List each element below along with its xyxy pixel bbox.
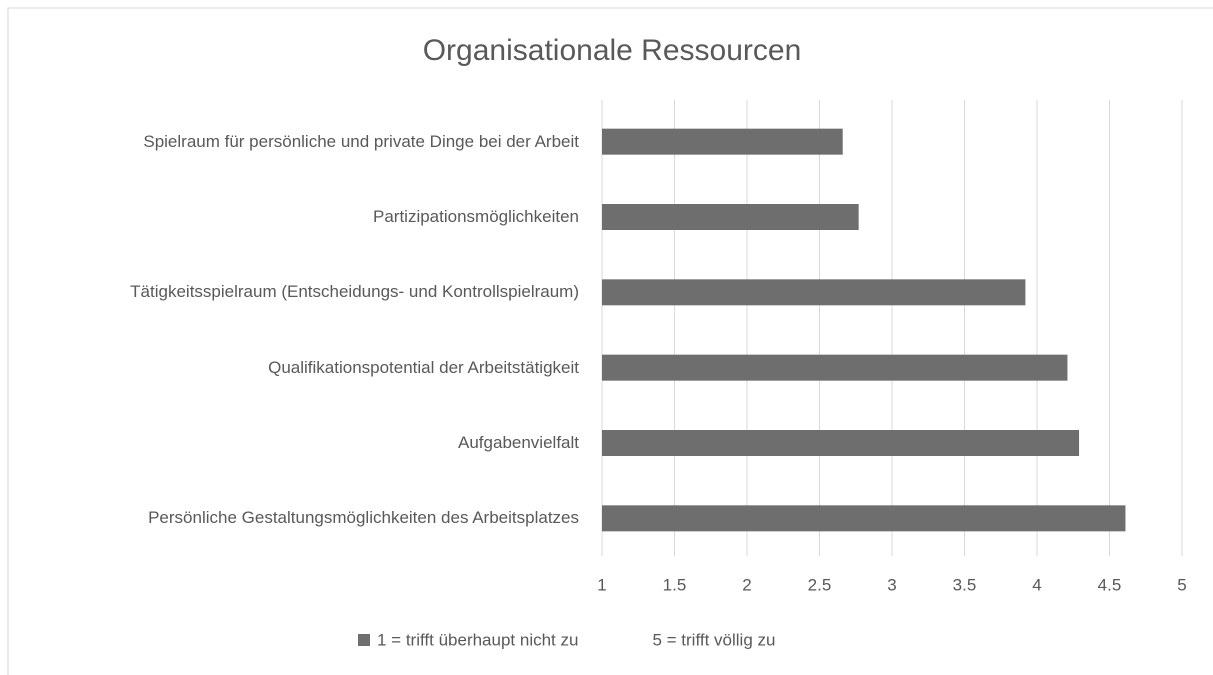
chart-title: Organisationale Ressourcen (423, 34, 802, 67)
bar (602, 354, 1068, 381)
x-tick-label: 1 (597, 575, 606, 594)
y-tick-label: Qualifikationspotential der Arbeitstätig… (268, 357, 579, 377)
y-tick-label: Persönliche Gestaltungsmöglichkeiten des… (148, 508, 579, 528)
y-tick-label: Partizipationsmöglichkeiten (373, 207, 579, 226)
x-tick-label: 2.5 (808, 575, 832, 594)
x-tick-label: 2 (742, 575, 751, 594)
bar (602, 128, 843, 155)
legend-label: 1 = trifft überhaupt nicht zu (377, 630, 578, 649)
legend-swatch (358, 634, 370, 646)
chart-border (7, 7, 1213, 675)
y-tick-label: Aufgabenvielfalt (458, 433, 579, 452)
x-tick-label: 5 (1177, 575, 1186, 594)
x-tick-label: 3.5 (953, 575, 977, 594)
legend-label: 5 = trifft völlig zu (652, 630, 775, 649)
x-tick-label: 1.5 (663, 575, 687, 594)
bar (602, 505, 1126, 532)
bar (602, 279, 1026, 306)
bar (602, 430, 1080, 456)
y-tick-label: Spielraum für persönliche und private Di… (143, 131, 579, 151)
x-tick-label: 3 (887, 575, 896, 594)
x-tick-label: 4 (1032, 575, 1041, 594)
x-tick-label: 4.5 (1098, 575, 1122, 594)
y-tick-label: Tätigkeitsspielraum (Entscheidungs- und … (130, 282, 579, 302)
bar (602, 204, 859, 230)
